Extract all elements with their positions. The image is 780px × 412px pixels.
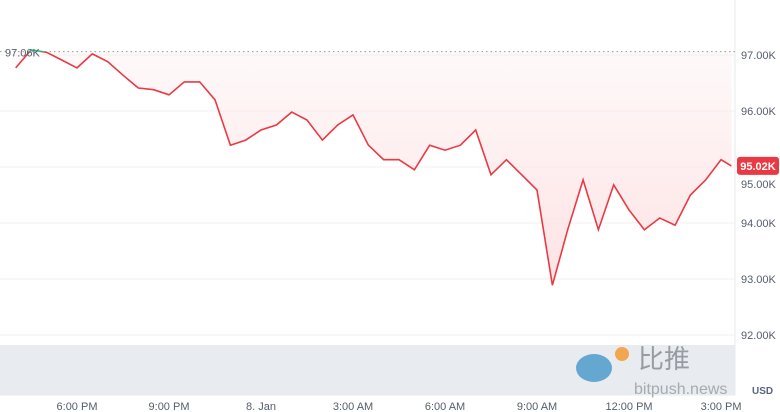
current-price-badge: [737, 156, 779, 175]
y-tick-label: 95.00K: [741, 179, 777, 191]
price-line-down: [15, 51, 732, 286]
x-tick-label: 3:00 PM: [701, 401, 742, 412]
price-area-fill: [15, 51, 732, 286]
x-tick-label: 8. Jan: [246, 401, 276, 412]
x-tick-label: 9:00 AM: [517, 401, 557, 412]
x-tick-label: 3:00 AM: [333, 401, 373, 412]
x-tick-label: 12:00 PM: [606, 401, 653, 412]
reference-label: 97.06K: [5, 48, 41, 60]
y-tick-label: 96.00K: [741, 106, 777, 118]
y-tick-label: 93.00K: [741, 274, 777, 286]
x-tick-label: 6:00 AM: [425, 401, 465, 412]
x-tick-label: 9:00 PM: [149, 401, 190, 412]
current-price-label: 95.02K: [740, 161, 776, 173]
volume-bars: [0, 345, 735, 395]
y-tick-label: 94.00K: [741, 218, 777, 230]
y-tick-label: 97.00K: [741, 50, 777, 62]
currency-label: USD: [752, 386, 773, 397]
y-tick-label: 92.00K: [741, 330, 777, 342]
x-tick-label: 6:00 PM: [57, 401, 98, 412]
